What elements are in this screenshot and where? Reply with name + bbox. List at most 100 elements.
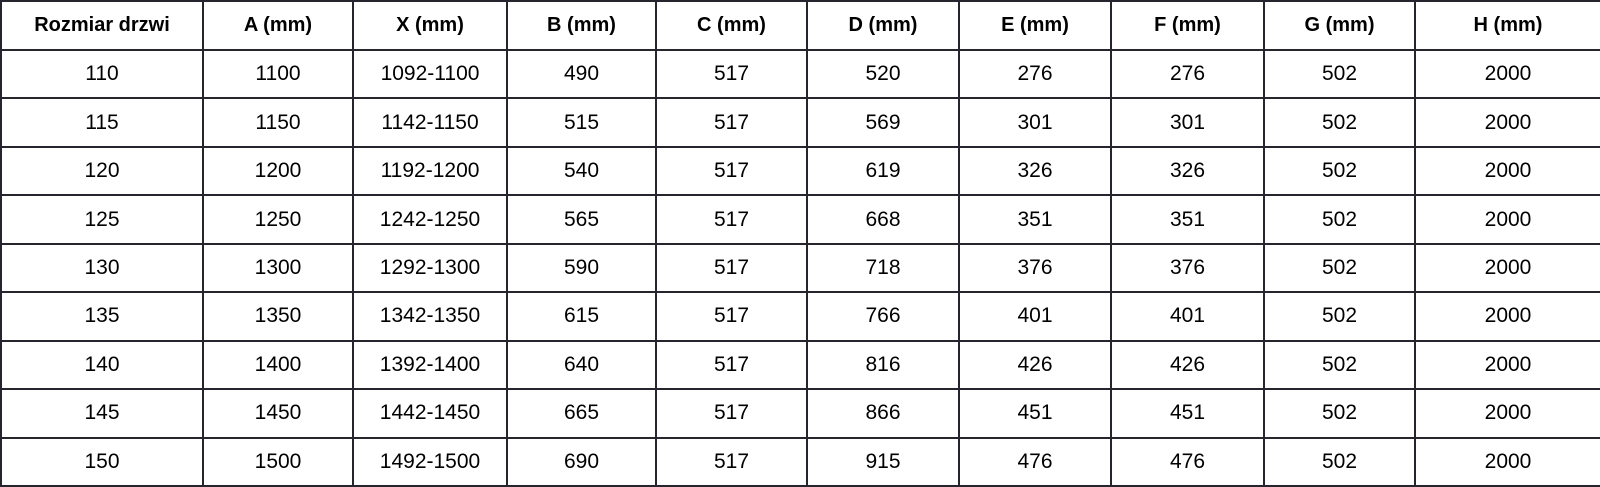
table-cell: 615 xyxy=(506,291,657,342)
table-row: 135 1350 1342-1350 615 517 766 401 401 5… xyxy=(0,291,1600,342)
table-cell: 426 xyxy=(958,339,1112,391)
column-header-d: D (mm) xyxy=(806,0,960,51)
table-cell: 766 xyxy=(806,291,960,342)
table-cell: 1450 xyxy=(202,388,354,439)
table-cell: 515 xyxy=(506,97,657,148)
table-cell: 1500 xyxy=(202,436,354,487)
table-cell: 517 xyxy=(655,194,808,245)
table-row: 150 1500 1492-1500 690 517 915 476 476 5… xyxy=(0,436,1600,487)
table-cell: 502 xyxy=(1263,388,1416,439)
column-header-a: A (mm) xyxy=(202,0,354,51)
table-cell: 1400 xyxy=(202,339,354,391)
table-cell: 502 xyxy=(1263,97,1416,148)
table-cell: 502 xyxy=(1263,194,1416,245)
table-cell: 1492-1500 xyxy=(352,436,508,487)
table-cell-size: 115 xyxy=(0,97,204,148)
table-cell: 1392-1400 xyxy=(352,339,508,391)
table-cell: 690 xyxy=(506,436,657,487)
table-cell: 517 xyxy=(655,388,808,439)
table-cell: 2000 xyxy=(1414,436,1600,487)
table-cell: 866 xyxy=(806,388,960,439)
table-row: 110 1100 1092-1100 490 517 520 276 276 5… xyxy=(0,48,1600,100)
table-cell: 2000 xyxy=(1414,145,1600,197)
table-cell: 619 xyxy=(806,145,960,197)
table-cell: 668 xyxy=(806,194,960,245)
table-cell: 517 xyxy=(655,145,808,197)
table-cell: 1300 xyxy=(202,242,354,294)
table-cell: 517 xyxy=(655,436,808,487)
table-cell: 1342-1350 xyxy=(352,291,508,342)
table-cell: 540 xyxy=(506,145,657,197)
table-cell-size: 140 xyxy=(0,339,204,391)
table-cell: 569 xyxy=(806,97,960,148)
table-cell: 476 xyxy=(1110,436,1265,487)
table-cell: 2000 xyxy=(1414,194,1600,245)
table-cell: 520 xyxy=(806,48,960,100)
table-cell: 517 xyxy=(655,339,808,391)
table-cell: 2000 xyxy=(1414,48,1600,100)
table-row: 120 1200 1192-1200 540 517 619 326 326 5… xyxy=(0,145,1600,197)
table-header: Rozmiar drzwi A (mm) X (mm) B (mm) C (mm… xyxy=(0,0,1600,51)
table-cell: 276 xyxy=(1110,48,1265,100)
table-cell: 565 xyxy=(506,194,657,245)
table-cell: 502 xyxy=(1263,339,1416,391)
table-cell: 326 xyxy=(958,145,1112,197)
table-cell: 640 xyxy=(506,339,657,391)
table-cell: 351 xyxy=(1110,194,1265,245)
table-cell: 590 xyxy=(506,242,657,294)
table-cell: 326 xyxy=(1110,145,1265,197)
table-cell: 502 xyxy=(1263,291,1416,342)
table-cell: 1242-1250 xyxy=(352,194,508,245)
table-row: 125 1250 1242-1250 565 517 668 351 351 5… xyxy=(0,194,1600,245)
table-cell: 1142-1150 xyxy=(352,97,508,148)
table-cell: 517 xyxy=(655,242,808,294)
table-cell: 517 xyxy=(655,291,808,342)
column-header-f: F (mm) xyxy=(1110,0,1265,51)
column-header-rozmiar-drzwi: Rozmiar drzwi xyxy=(0,0,204,51)
table-cell: 665 xyxy=(506,388,657,439)
table-cell: 426 xyxy=(1110,339,1265,391)
table-row: 115 1150 1142-1150 515 517 569 301 301 5… xyxy=(0,97,1600,148)
table-cell: 276 xyxy=(958,48,1112,100)
table-cell: 2000 xyxy=(1414,291,1600,342)
table-cell: 1292-1300 xyxy=(352,242,508,294)
table-cell-size: 120 xyxy=(0,145,204,197)
table-cell: 502 xyxy=(1263,48,1416,100)
table-cell-size: 135 xyxy=(0,291,204,342)
table-cell: 301 xyxy=(958,97,1112,148)
table-cell: 376 xyxy=(958,242,1112,294)
table-cell: 718 xyxy=(806,242,960,294)
table-cell-size: 110 xyxy=(0,48,204,100)
column-header-g: G (mm) xyxy=(1263,0,1416,51)
table-cell: 502 xyxy=(1263,436,1416,487)
column-header-x: X (mm) xyxy=(352,0,508,51)
table-cell: 351 xyxy=(958,194,1112,245)
table-cell: 2000 xyxy=(1414,388,1600,439)
table-row: 130 1300 1292-1300 590 517 718 376 376 5… xyxy=(0,242,1600,294)
table-cell-size: 125 xyxy=(0,194,204,245)
table-cell: 476 xyxy=(958,436,1112,487)
table-cell: 1442-1450 xyxy=(352,388,508,439)
table-cell: 401 xyxy=(958,291,1112,342)
table-cell-size: 145 xyxy=(0,388,204,439)
table-cell: 1200 xyxy=(202,145,354,197)
column-header-b: B (mm) xyxy=(506,0,657,51)
table-body: 110 1100 1092-1100 490 517 520 276 276 5… xyxy=(0,48,1600,487)
header-row: Rozmiar drzwi A (mm) X (mm) B (mm) C (mm… xyxy=(0,0,1600,51)
table-cell: 490 xyxy=(506,48,657,100)
column-header-e: E (mm) xyxy=(958,0,1112,51)
table-cell: 451 xyxy=(958,388,1112,439)
table-cell: 376 xyxy=(1110,242,1265,294)
table-cell: 2000 xyxy=(1414,339,1600,391)
table-cell: 1250 xyxy=(202,194,354,245)
table-row: 145 1450 1442-1450 665 517 866 451 451 5… xyxy=(0,388,1600,439)
table-cell: 2000 xyxy=(1414,242,1600,294)
table-cell: 502 xyxy=(1263,242,1416,294)
table-cell: 915 xyxy=(806,436,960,487)
column-header-h: H (mm) xyxy=(1414,0,1600,51)
table-cell: 816 xyxy=(806,339,960,391)
table-cell: 502 xyxy=(1263,145,1416,197)
table-row: 140 1400 1392-1400 640 517 816 426 426 5… xyxy=(0,339,1600,391)
table-cell: 1100 xyxy=(202,48,354,100)
table-cell: 1350 xyxy=(202,291,354,342)
